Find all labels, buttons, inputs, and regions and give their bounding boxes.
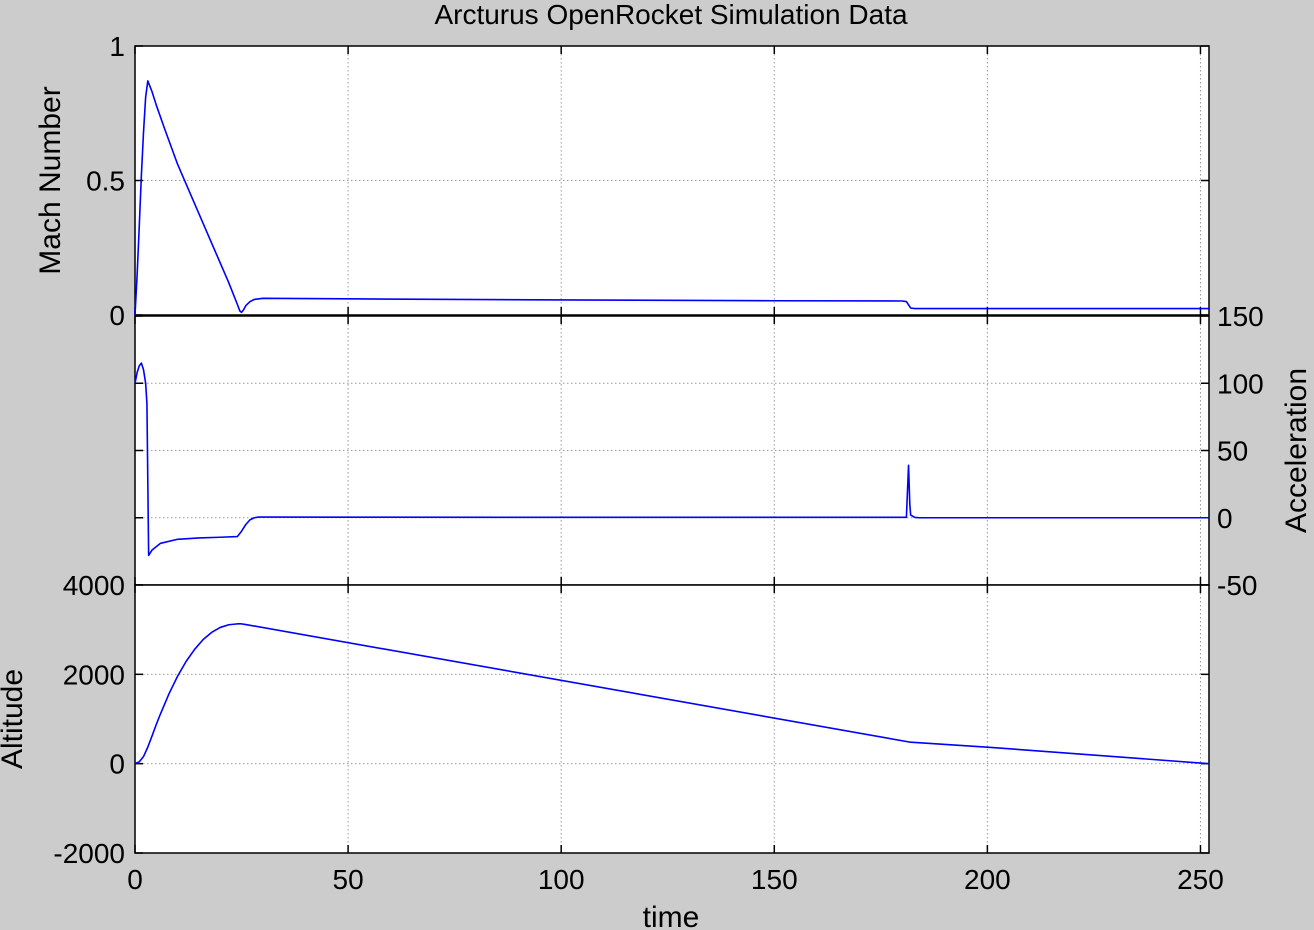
x-tick-label: 50: [333, 864, 364, 895]
y-tick-label-acceleration: 100: [1217, 368, 1264, 399]
y-tick-label-altitude: 4000: [63, 570, 125, 601]
series-line-altitude: [134, 623, 1210, 765]
x-tick-label: 200: [964, 864, 1011, 895]
y-tick-label-mach: 0.5: [86, 166, 125, 197]
x-tick-label: 100: [538, 864, 585, 895]
chart-title: Arcturus OpenRocket Simulation Data: [434, 0, 908, 30]
panel-altitude: -2000 0 2000 4000 Altitude: [0, 570, 1210, 869]
y-axis-label-altitude: Altitude: [0, 669, 29, 769]
y-tick-label-acceleration: -50: [1217, 570, 1257, 601]
x-tick-label: 0: [127, 864, 143, 895]
y-tick-label-altitude: 0: [109, 749, 125, 780]
y-tick-label-acceleration: 50: [1217, 436, 1248, 467]
y-tick-label-acceleration: 150: [1217, 301, 1264, 332]
series-line-acceleration: [134, 362, 1209, 557]
y-tick-label-mach: 1: [109, 31, 125, 62]
y-axis-label-mach: Mach Number: [34, 86, 67, 274]
y-tick-label-mach: 0: [109, 300, 125, 331]
series-line-mach: [134, 80, 1209, 316]
y-axis-label-acceleration: Acceleration: [1280, 368, 1313, 533]
y-tick-label-altitude: -2000: [53, 838, 125, 869]
panel-acceleration: -50 0 50 100 150 Acceleration: [134, 301, 1313, 601]
plot-area-altitude: [134, 584, 1210, 854]
x-tick-label: 150: [751, 864, 798, 895]
x-axis-label: time: [643, 901, 700, 930]
panel-mach: 0 0.5 1 Mach Number: [34, 31, 1210, 331]
y-tick-label-acceleration: 0: [1217, 503, 1233, 534]
x-tick-label: 250: [1177, 864, 1224, 895]
y-tick-label-altitude: 2000: [63, 659, 125, 690]
